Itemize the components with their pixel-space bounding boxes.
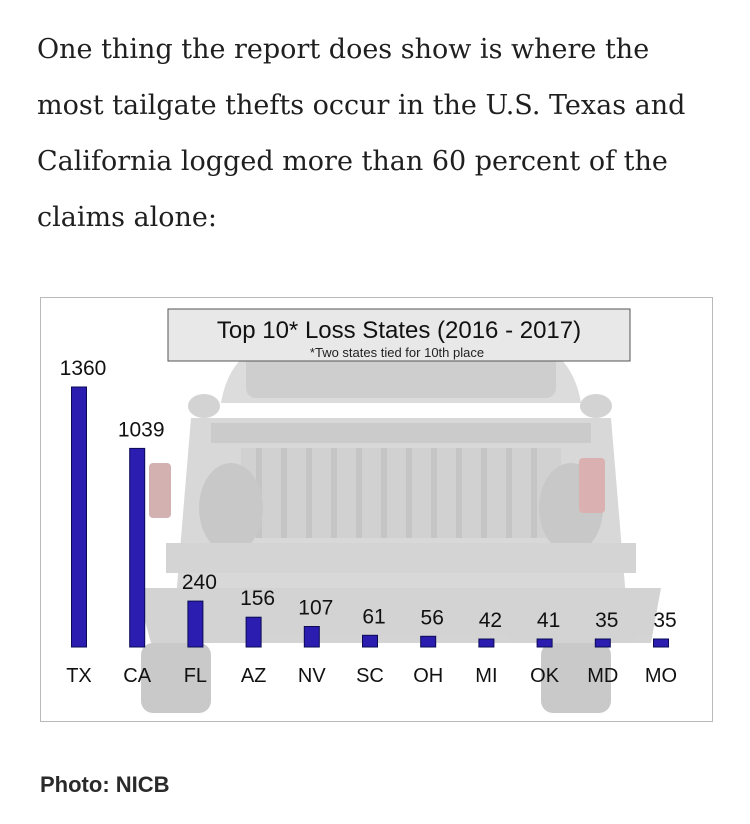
chart-figure: Top 10* Loss States (2016 - 2017) *Two s…: [40, 297, 713, 722]
x-axis-tick-labels: TX CA FL AZ NV SC OH MI OK MD MO: [66, 665, 677, 687]
bar-md: [594, 638, 611, 648]
bar-chart: Top 10* Loss States (2016 - 2017) *Two s…: [60, 308, 677, 713]
category-label-md: MD: [587, 665, 618, 687]
category-label-tx: TX: [66, 665, 92, 687]
data-labels: 1360 1039 240 156 107 61 56 42 41 35 35: [60, 357, 677, 632]
category-label-mi: MI: [475, 665, 497, 687]
data-label-sc: 61: [362, 605, 385, 628]
category-label-az: AZ: [241, 665, 267, 687]
bar-fl: [187, 600, 204, 648]
data-label-ok: 41: [537, 609, 560, 632]
data-label-nv: 107: [298, 597, 333, 620]
bar-series: [71, 386, 669, 648]
category-label-ok: OK: [530, 665, 560, 687]
data-label-oh: 56: [421, 606, 444, 629]
bar-oh: [420, 635, 437, 648]
bar-mi: [478, 638, 495, 648]
bar-tx: [71, 386, 87, 648]
chart-title: Top 10* Loss States (2016 - 2017): [217, 317, 581, 344]
bar-mo: [653, 638, 669, 648]
category-label-sc: SC: [356, 665, 384, 687]
data-label-md: 35: [595, 609, 618, 632]
photo-credit: Photo: NICB: [40, 772, 170, 797]
category-label-oh: OH: [413, 665, 443, 687]
category-label-ca: CA: [123, 665, 151, 687]
data-label-ca: 1039: [118, 418, 165, 441]
bar-nv: [303, 626, 320, 648]
data-label-mi: 42: [479, 609, 502, 632]
truck-background-illustration: [136, 338, 661, 713]
chart-title-box: Top 10* Loss States (2016 - 2017) *Two s…: [167, 308, 631, 362]
bar-ok: [536, 638, 553, 648]
category-label-mo: MO: [645, 665, 677, 687]
data-label-fl: 240: [182, 571, 217, 594]
article-paragraph: One thing the report does show is where …: [37, 34, 686, 233]
chart-subtitle: *Two states tied for 10th place: [310, 345, 484, 360]
data-label-mo: 35: [653, 609, 676, 632]
bar-ca: [129, 447, 146, 648]
data-label-tx: 1360: [60, 357, 107, 380]
category-label-nv: NV: [298, 665, 326, 687]
bar-sc: [362, 634, 378, 648]
bar-az: [245, 616, 262, 648]
data-label-az: 156: [240, 587, 275, 610]
category-label-fl: FL: [184, 665, 207, 687]
